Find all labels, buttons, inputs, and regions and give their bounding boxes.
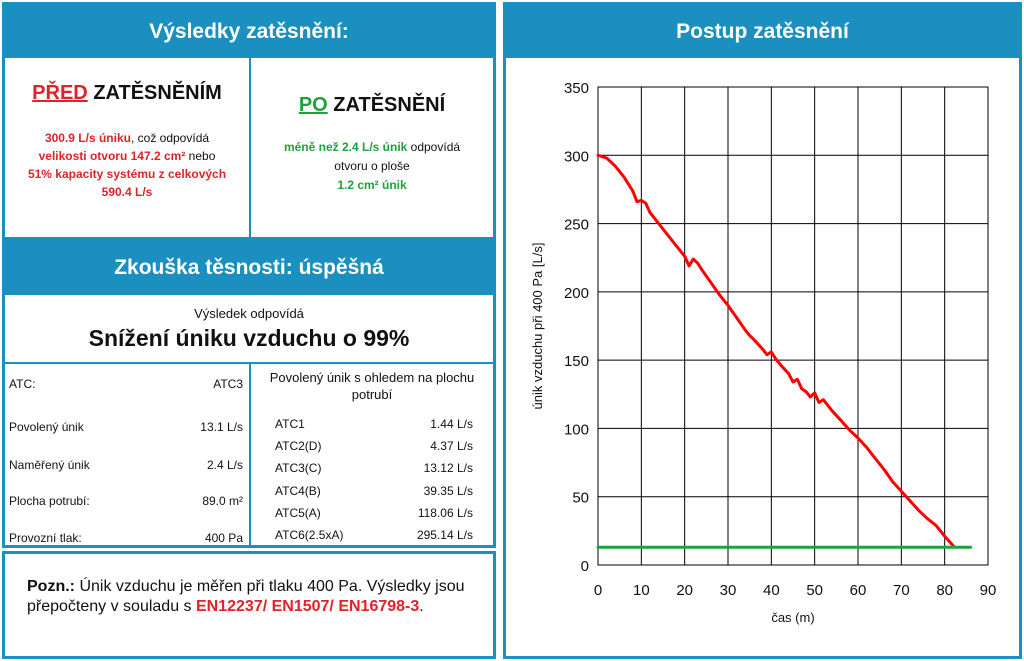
atc-value: 295.14 L/s — [416, 528, 473, 542]
plot-area — [597, 86, 989, 566]
y-tick-label: 350 — [564, 80, 589, 97]
after-hole-size: 1.2 cm² únik — [337, 178, 407, 192]
results-title: Výsledky zatěsnění: — [5, 5, 493, 58]
before-capacity: 51% kapacity systému z celkových — [27, 167, 227, 181]
before-hole-size: velikosti otvoru 147.2 cm² — [38, 149, 186, 163]
atc-table: Povolený únik s ohledem na plochu potrub… — [251, 364, 493, 545]
param-value: 2.4 L/s — [206, 458, 243, 472]
x-axis-label: čas (m) — [771, 610, 814, 625]
atc-value: 4.37 L/s — [430, 439, 473, 453]
param-value: 89.0 m² — [202, 494, 243, 508]
test-result-box: Výsledek odpovídá Snížení úniku vzduchu … — [5, 295, 493, 364]
after-line2: otvoru o ploše — [334, 159, 410, 173]
atc-class: ATC5(A) — [275, 506, 321, 520]
y-tick-label: 100 — [564, 421, 589, 438]
atc-class: ATC1 — [275, 417, 305, 431]
x-tick-label: 20 — [676, 582, 693, 599]
note-end: . — [419, 598, 424, 615]
param-label: Plocha potrubí: — [9, 494, 90, 508]
param-label: ATC: — [9, 377, 36, 391]
result-intro: Výsledek odpovídá — [194, 306, 304, 321]
before-heading-key: PŘED — [32, 82, 88, 104]
before-total: 590.4 L/s — [101, 185, 153, 199]
atc-table-title: Povolený únik s ohledem na plochu potrub… — [269, 370, 475, 402]
x-tick-label: 40 — [763, 582, 780, 599]
param-label: Povolený únik — [9, 420, 84, 434]
param-label: Provozní tlak: — [9, 531, 82, 545]
before-line1-rest: , což odpovídá — [130, 131, 210, 145]
after-leak-value: méně než 2.4 L/s únik — [283, 140, 408, 154]
x-tick-label: 90 — [980, 582, 997, 599]
sealing-progress-chart: 0 10 20 30 40 50 60 70 80 90 0 50 100 150 200 250 300 350… — [530, 80, 997, 625]
chart-title: Postup zatěsnění — [506, 5, 1019, 58]
x-tick-label: 10 — [633, 582, 650, 599]
before-heading: PŘED ZATĚSNĚNÍM — [5, 82, 249, 105]
param-label: Naměřený únik — [9, 458, 90, 472]
atc-value: 39.35 L/s — [423, 484, 473, 498]
param-value: ATC3 — [213, 377, 243, 391]
x-tick-label: 80 — [936, 582, 953, 599]
atc-class: ATC6(2.5xA) — [275, 528, 344, 542]
atc-class: ATC4(B) — [275, 484, 321, 498]
after-description: méně než 2.4 L/s únik odpovídá otvoru o … — [251, 138, 493, 195]
y-tick-label: 50 — [572, 490, 589, 507]
after-line1-rest: odpovídá — [407, 140, 461, 154]
before-heading-rest: ZATĚSNĚNÍM — [93, 82, 222, 104]
test-title: Zkouška těsnosti: úspěšná — [5, 240, 493, 295]
y-tick-label: 0 — [581, 558, 589, 575]
param-value: 400 Pa — [204, 531, 243, 545]
y-tick-label: 150 — [564, 353, 589, 370]
test-params: ATC: ATC3 Povolený únik 13.1 L/s Naměřen… — [5, 364, 251, 545]
before-description: 300.9 L/s úniku, což odpovídá velikosti … — [5, 129, 249, 201]
after-heading-rest: ZATĚSNĚNÍ — [333, 94, 446, 116]
atc-value: 118.06 L/s — [417, 506, 473, 520]
note-panel: Pozn.: Únik vzduchu je měřen při tlaku 4… — [2, 551, 496, 659]
after-heading: PO ZATĚSNĚNÍ — [251, 94, 493, 117]
note-label: Pozn.: — [27, 578, 75, 595]
atc-value: 13.12 L/s — [423, 461, 473, 475]
y-tick-label: 200 — [564, 285, 589, 302]
note-body: Únik vzduchu je měřen při tlaku 400 Pa. … — [27, 578, 465, 615]
note-text: Pozn.: Únik vzduchu je měřen při tlaku 4… — [27, 577, 479, 617]
atc-class: ATC3(C) — [275, 461, 322, 475]
before-section: PŘED ZATĚSNĚNÍM 300.9 L/s úniku, což odp… — [5, 58, 251, 242]
after-heading-key: PO — [298, 94, 328, 116]
note-standards: EN12237/ EN1507/ EN16798-3 — [196, 598, 420, 615]
y-axis-label: únik vzduchu při 400 Pa [L/s] — [530, 243, 545, 410]
atc-value: 1.44 L/s — [430, 417, 473, 431]
before-line2-rest: nebo — [185, 149, 216, 163]
after-section: PO ZATĚSNĚNÍ méně než 2.4 L/s únik odpov… — [251, 58, 493, 242]
test-panel: Zkouška těsnosti: úspěšná Výsledek odpov… — [2, 237, 496, 548]
x-tick-label: 30 — [720, 582, 737, 599]
x-tick-label: 70 — [893, 582, 910, 599]
x-tick-label: 50 — [806, 582, 823, 599]
y-tick-label: 300 — [564, 148, 589, 165]
before-leak-value: 300.9 L/s úniku — [44, 131, 131, 145]
x-tick-label: 0 — [594, 582, 602, 599]
y-tick-label: 250 — [564, 217, 589, 234]
atc-class: ATC2(D) — [275, 439, 322, 453]
param-value: 13.1 L/s — [200, 420, 243, 434]
result-main: Snížení úniku vzduchu o 99% — [88, 325, 410, 351]
series-line-leakage — [596, 153, 955, 548]
x-tick-label: 60 — [850, 582, 867, 599]
chart-panel: Postup zatěsnění 0 10 20 30 40 50 60 70 80 90 0 50 1… — [503, 2, 1022, 659]
